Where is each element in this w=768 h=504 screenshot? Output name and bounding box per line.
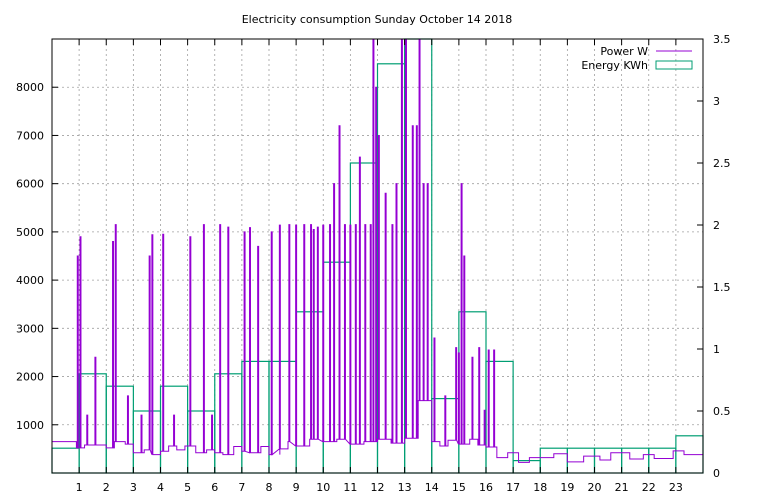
energy-bar: [268, 360, 297, 474]
y-right-tick-label: 3.5: [713, 33, 731, 46]
legend: Power W Energy KWh: [581, 45, 693, 72]
x-tick-label: 22: [642, 481, 656, 494]
y-right-tick-label: 0.5: [713, 405, 731, 418]
energy-bar: [566, 447, 596, 474]
energy-bar: [539, 447, 568, 474]
x-tick-label: 18: [533, 481, 547, 494]
axis-layer: 1 2 3 4 5 6 7 8 9 10 11 12 13 14 15 16 17 18 19 20 21 22 23100…: [16, 33, 731, 494]
legend-power-label: Power W: [600, 45, 648, 58]
y-left-tick-label: 4000: [16, 274, 44, 287]
x-tick-label: 1: [76, 481, 83, 494]
y-left-tick-label: 3000: [16, 322, 44, 335]
x-tick-label: 17: [506, 481, 520, 494]
energy-bar: [295, 311, 324, 474]
x-tick-label: 5: [184, 481, 191, 494]
legend-energy-label: Energy KWh: [581, 59, 648, 72]
x-tick-label: 21: [615, 481, 629, 494]
energy-bar: [593, 447, 623, 474]
y-left-tick-label: 6000: [16, 178, 44, 191]
y-right-tick-label: 2: [713, 219, 720, 232]
x-tick-label: 9: [293, 481, 300, 494]
x-tick-label: 10: [316, 481, 330, 494]
legend-energy-swatch: [655, 60, 693, 70]
energy-bar: [51, 447, 80, 474]
y-left-tick-label: 7000: [16, 129, 44, 142]
x-tick-label: 4: [157, 481, 164, 494]
y-left-tick-label: 1000: [16, 419, 44, 432]
y-left-tick-label: 8000: [16, 81, 44, 94]
x-tick-label: 2: [103, 481, 110, 494]
x-tick-label: 6: [211, 481, 218, 494]
energy-bar: [187, 410, 216, 474]
x-tick-label: 16: [479, 481, 493, 494]
power-line: [52, 38, 704, 463]
energy-bar: [621, 447, 650, 474]
chart-title: Electricity consumption Sunday October 1…: [242, 13, 513, 26]
energy-bar: [78, 373, 107, 474]
x-tick-label: 14: [425, 481, 439, 494]
y-right-tick-label: 3: [713, 95, 720, 108]
x-tick-label: 23: [669, 481, 683, 494]
x-tick-label: 12: [371, 481, 385, 494]
energy-bar: [485, 360, 514, 474]
x-tick-label: 8: [266, 481, 273, 494]
y-right-tick-label: 1.5: [713, 281, 731, 294]
x-tick-label: 13: [398, 481, 412, 494]
energy-bar: [132, 410, 162, 474]
y-left-tick-label: 2000: [16, 371, 44, 384]
y-left-tick-label: 5000: [16, 226, 44, 239]
y-right-tick-label: 2.5: [713, 157, 731, 170]
x-tick-label: 15: [452, 481, 466, 494]
power-series-layer: [52, 38, 704, 463]
energy-bar: [376, 63, 406, 474]
y-right-tick-label: 0: [713, 467, 720, 480]
x-tick-label: 7: [238, 481, 245, 494]
energy-bar: [648, 447, 677, 474]
energy-bar: [105, 385, 134, 474]
x-tick-label: 3: [130, 481, 137, 494]
x-tick-label: 11: [343, 481, 357, 494]
x-tick-label: 19: [560, 481, 574, 494]
x-tick-label: 20: [588, 481, 602, 494]
y-right-tick-label: 1: [713, 343, 720, 356]
energy-bar: [241, 360, 270, 474]
